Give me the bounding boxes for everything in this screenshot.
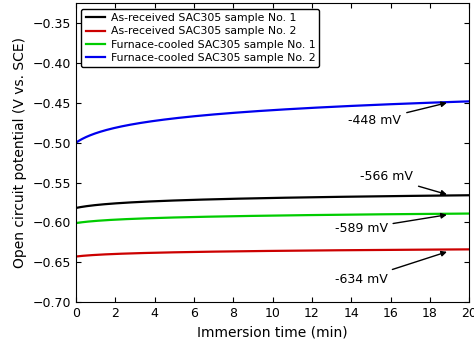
As-received SAC305 sample No. 1	[395, 194, 401, 198]
Furnace-cooled SAC305 sample No. 2	[73, 141, 79, 145]
Furnace-cooled SAC305 sample No. 2	[395, 102, 401, 106]
Furnace-cooled SAC305 sample No. 1	[457, 212, 463, 216]
Text: -634 mV: -634 mV	[335, 252, 446, 286]
Furnace-cooled SAC305 sample No. 1	[73, 221, 79, 225]
As-received SAC305 sample No. 2	[457, 247, 463, 252]
Y-axis label: Open circuit potential (V vs. SCE): Open circuit potential (V vs. SCE)	[13, 37, 27, 268]
Line: As-received SAC305 sample No. 2: As-received SAC305 sample No. 2	[76, 249, 469, 256]
Line: As-received SAC305 sample No. 1: As-received SAC305 sample No. 1	[76, 195, 469, 208]
As-received SAC305 sample No. 1	[466, 193, 472, 197]
Furnace-cooled SAC305 sample No. 2	[286, 107, 292, 111]
Furnace-cooled SAC305 sample No. 2	[457, 100, 463, 104]
Furnace-cooled SAC305 sample No. 1	[307, 213, 313, 217]
As-received SAC305 sample No. 1	[457, 193, 463, 197]
Text: -589 mV: -589 mV	[335, 213, 445, 235]
Furnace-cooled SAC305 sample No. 1	[286, 213, 292, 218]
As-received SAC305 sample No. 2	[262, 249, 268, 253]
As-received SAC305 sample No. 2	[395, 248, 401, 252]
Furnace-cooled SAC305 sample No. 2	[260, 109, 265, 113]
As-received SAC305 sample No. 1	[73, 206, 79, 210]
Furnace-cooled SAC305 sample No. 2	[466, 99, 472, 103]
Furnace-cooled SAC305 sample No. 1	[262, 214, 268, 218]
Furnace-cooled SAC305 sample No. 1	[260, 214, 265, 218]
As-received SAC305 sample No. 2	[73, 254, 79, 259]
As-received SAC305 sample No. 2	[307, 248, 313, 253]
X-axis label: Immersion time (min): Immersion time (min)	[197, 325, 348, 339]
Furnace-cooled SAC305 sample No. 1	[466, 211, 472, 215]
Line: Furnace-cooled SAC305 sample No. 2: Furnace-cooled SAC305 sample No. 2	[76, 101, 469, 143]
As-received SAC305 sample No. 2	[286, 249, 292, 253]
Text: -566 mV: -566 mV	[360, 170, 446, 195]
Furnace-cooled SAC305 sample No. 1	[395, 212, 401, 216]
As-received SAC305 sample No. 1	[307, 195, 313, 200]
Furnace-cooled SAC305 sample No. 2	[307, 106, 313, 110]
As-received SAC305 sample No. 1	[260, 196, 265, 200]
As-received SAC305 sample No. 2	[466, 247, 472, 252]
Line: Furnace-cooled SAC305 sample No. 1: Furnace-cooled SAC305 sample No. 1	[76, 213, 469, 223]
Furnace-cooled SAC305 sample No. 2	[262, 109, 268, 113]
As-received SAC305 sample No. 1	[286, 196, 292, 200]
Legend: As-received SAC305 sample No. 1, As-received SAC305 sample No. 2, Furnace-cooled: As-received SAC305 sample No. 1, As-rece…	[81, 9, 319, 67]
Text: -448 mV: -448 mV	[348, 102, 446, 127]
As-received SAC305 sample No. 2	[260, 249, 265, 253]
As-received SAC305 sample No. 1	[262, 196, 268, 200]
